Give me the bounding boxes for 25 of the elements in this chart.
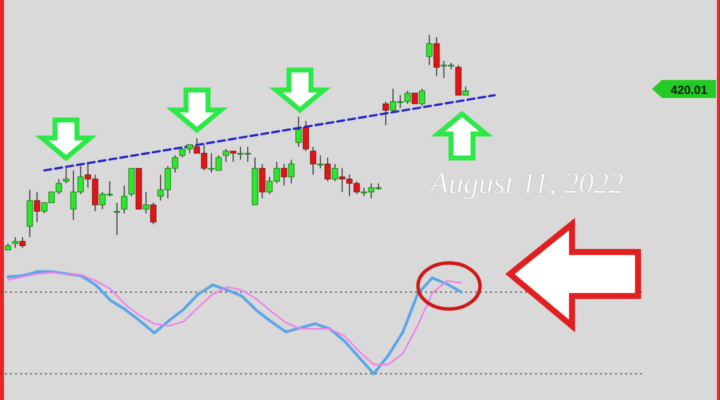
candlestick bbox=[114, 202, 120, 236]
candlestick bbox=[19, 236, 26, 248]
candlestick bbox=[426, 34, 432, 66]
candlestick bbox=[121, 185, 128, 214]
candlestick bbox=[382, 101, 389, 126]
candlestick bbox=[222, 148, 230, 162]
candlestick bbox=[434, 36, 440, 76]
candlestick bbox=[280, 164, 288, 186]
text: 420.01 bbox=[670, 83, 708, 97]
candlestick bbox=[332, 164, 338, 182]
candlestick bbox=[12, 236, 18, 248]
candlestick bbox=[288, 159, 294, 184]
candlestick bbox=[259, 164, 266, 199]
candlestick bbox=[295, 116, 302, 148]
candlestick bbox=[34, 191, 40, 223]
candlestick bbox=[63, 168, 70, 184]
candlestick bbox=[230, 150, 236, 162]
candlestick bbox=[418, 88, 426, 106]
candlestick bbox=[412, 92, 418, 104]
candlestick bbox=[302, 120, 309, 152]
candlestick bbox=[150, 202, 156, 225]
candlestick bbox=[142, 191, 150, 214]
candlestick bbox=[324, 157, 331, 182]
candlestick bbox=[310, 146, 316, 176]
candlestick bbox=[317, 154, 324, 169]
